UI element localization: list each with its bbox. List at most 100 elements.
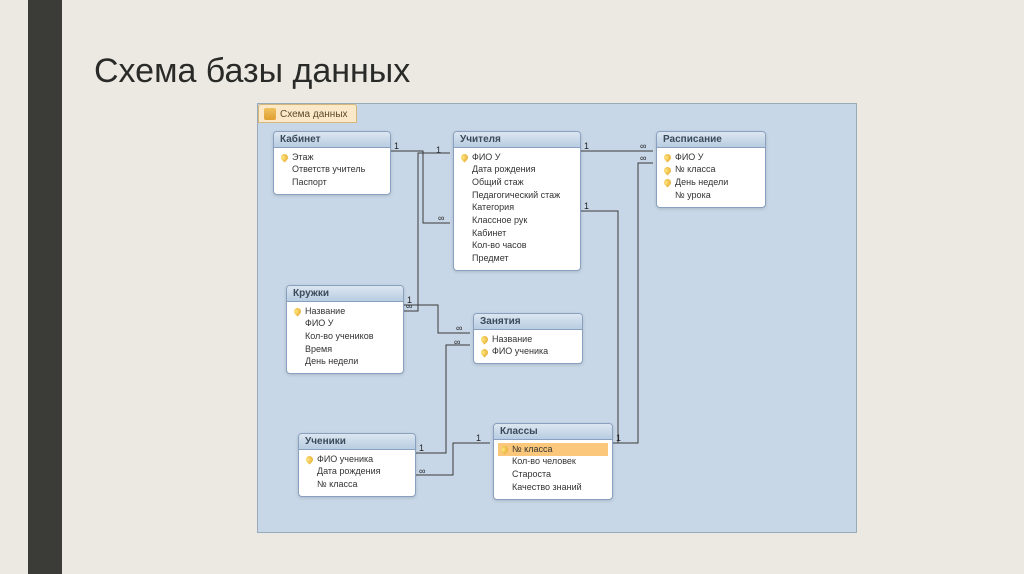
field-row[interactable]: Педагогический стаж <box>458 189 576 202</box>
accent-stripe <box>28 0 62 574</box>
field-icon <box>663 191 672 200</box>
field-row[interactable]: Дата рождения <box>458 164 576 177</box>
field-icon <box>500 458 509 467</box>
primary-key-icon <box>663 178 672 187</box>
page-title: Схема базы данных <box>94 52 410 91</box>
cardinality-many: ∞ <box>640 141 646 151</box>
field-row[interactable]: Классное рук <box>458 214 576 227</box>
field-row[interactable]: Общий стаж <box>458 176 576 189</box>
field-label: Кол-во учеников <box>305 331 374 343</box>
cardinality-many: ∞ <box>640 153 646 163</box>
field-row[interactable]: День недели <box>661 176 761 189</box>
field-row[interactable]: Качество знаний <box>498 481 608 494</box>
primary-key-icon <box>500 445 509 454</box>
field-icon <box>460 166 469 175</box>
field-label: ФИО У <box>472 152 501 164</box>
field-label: № класса <box>317 479 357 491</box>
field-row[interactable]: Кол-во учеников <box>291 330 399 343</box>
table-uchitelja[interactable]: УчителяФИО УДата рожденияОбщий стажПедаг… <box>453 131 581 271</box>
field-row[interactable]: Название <box>478 333 578 346</box>
field-row[interactable]: ФИО ученика <box>478 346 578 359</box>
field-label: ФИО ученика <box>317 454 373 466</box>
primary-key-icon <box>663 153 672 162</box>
table-header[interactable]: Занятия <box>474 314 582 330</box>
field-row[interactable]: Паспорт <box>278 176 386 189</box>
relationship-line <box>416 443 490 475</box>
field-icon <box>460 242 469 251</box>
field-label: № класса <box>512 444 552 456</box>
table-zanyatiya[interactable]: ЗанятияНазваниеФИО ученика <box>473 313 583 364</box>
table-body: ФИО ученикаДата рождения№ класса <box>299 450 415 496</box>
table-header[interactable]: Ученики <box>299 434 415 450</box>
field-label: Староста <box>512 469 551 481</box>
cardinality-many: ∞ <box>438 213 444 223</box>
field-row[interactable]: Название <box>291 305 399 318</box>
field-label: Классное рук <box>472 215 527 227</box>
diagram-canvas: 1∞1∞1∞1∞∞1∞111∞ КабинетЭтажОтветств учит… <box>258 123 856 532</box>
schema-tab[interactable]: Схема данных <box>258 104 357 123</box>
field-label: Педагогический стаж <box>472 190 560 202</box>
field-row[interactable]: Дата рождения <box>303 466 411 479</box>
field-icon <box>280 178 289 187</box>
field-row[interactable]: Староста <box>498 468 608 481</box>
field-row[interactable]: № класса <box>303 478 411 491</box>
table-header[interactable]: Классы <box>494 424 612 440</box>
primary-key-icon <box>480 335 489 344</box>
field-icon <box>500 470 509 479</box>
field-icon <box>305 480 314 489</box>
field-row[interactable]: Категория <box>458 202 576 215</box>
field-icon <box>460 191 469 200</box>
field-row[interactable]: № урока <box>661 189 761 202</box>
table-raspisanie[interactable]: РасписаниеФИО У№ классаДень недели№ урок… <box>656 131 766 208</box>
field-row[interactable]: ФИО ученика <box>303 453 411 466</box>
field-label: ФИО У <box>305 318 334 330</box>
table-body: ФИО У№ классаДень недели№ урока <box>657 148 765 207</box>
field-row[interactable]: № класса <box>661 164 761 177</box>
table-header[interactable]: Кружки <box>287 286 403 302</box>
table-header[interactable]: Кабинет <box>274 132 390 148</box>
field-row[interactable]: Этаж <box>278 151 386 164</box>
table-ucheniki[interactable]: УченикиФИО ученикаДата рождения№ класса <box>298 433 416 497</box>
field-row[interactable]: ФИО У <box>458 151 576 164</box>
primary-key-icon <box>293 307 302 316</box>
field-row[interactable]: ФИО У <box>291 318 399 331</box>
table-body: ЭтажОтветств учительПаспорт <box>274 148 390 194</box>
table-body: ФИО УДата рожденияОбщий стажПедагогическ… <box>454 148 580 270</box>
field-row[interactable]: Время <box>291 343 399 356</box>
field-label: ФИО ученика <box>492 346 548 358</box>
field-row[interactable]: Кол-во человек <box>498 456 608 469</box>
cardinality-one: 1 <box>394 141 399 151</box>
primary-key-icon <box>663 166 672 175</box>
table-header[interactable]: Расписание <box>657 132 765 148</box>
field-label: День недели <box>305 356 358 368</box>
cardinality-one: 1 <box>584 201 589 211</box>
table-klassy[interactable]: Классы № классаКол-во человекСтаростаКаче… <box>493 423 613 500</box>
primary-key-icon <box>460 153 469 162</box>
field-row[interactable]: Предмет <box>458 253 576 266</box>
field-icon <box>293 345 302 354</box>
table-kabinet[interactable]: КабинетЭтажОтветств учительПаспорт <box>273 131 391 195</box>
field-label: Качество знаний <box>512 482 582 494</box>
field-row[interactable]: День недели <box>291 356 399 369</box>
field-label: Категория <box>472 202 514 214</box>
primary-key-icon <box>305 455 314 464</box>
field-row[interactable]: № класса <box>498 443 608 456</box>
field-row[interactable]: Кабинет <box>458 227 576 240</box>
field-icon <box>460 204 469 213</box>
table-header[interactable]: Учителя <box>454 132 580 148</box>
field-row[interactable]: Ответств учитель <box>278 164 386 177</box>
field-label: Дата рождения <box>317 466 381 478</box>
field-row[interactable]: Кол-во часов <box>458 240 576 253</box>
field-icon <box>280 166 289 175</box>
table-body: НазваниеФИО ученика <box>474 330 582 363</box>
field-row[interactable]: ФИО У <box>661 151 761 164</box>
cardinality-one: 1 <box>616 433 621 443</box>
field-icon <box>500 483 509 492</box>
primary-key-icon <box>480 348 489 357</box>
cardinality-one: 1 <box>476 433 481 443</box>
field-label: ФИО У <box>675 152 704 164</box>
field-label: Паспорт <box>292 177 327 189</box>
field-label: День недели <box>675 177 728 189</box>
cardinality-one: 1 <box>584 141 589 151</box>
table-kruzhki[interactable]: Кружки НазваниеФИО УКол-во учениковВремяД… <box>286 285 404 374</box>
